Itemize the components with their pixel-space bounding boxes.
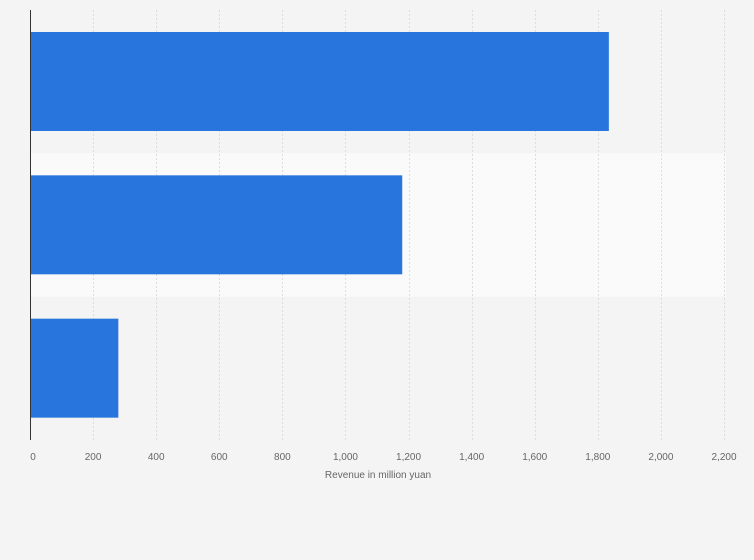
x-tick-label: 1,200 [396, 452, 421, 463]
x-tick-label: 2,200 [711, 452, 736, 463]
x-tick-label: 400 [148, 452, 165, 463]
x-tick-label: 2,000 [648, 452, 673, 463]
bars [30, 32, 609, 418]
x-tick-label: 0 [30, 452, 36, 463]
x-tick-label: 1,000 [333, 452, 358, 463]
x-axis-title: Revenue in million yuan [325, 470, 431, 481]
x-tick-label: 800 [274, 452, 291, 463]
bar [30, 32, 609, 131]
x-tick-label: 200 [85, 452, 102, 463]
bar [30, 175, 403, 275]
x-tick-label: 1,600 [522, 452, 547, 463]
x-tick-label: 1,800 [585, 452, 610, 463]
x-tick-label: 1,400 [459, 452, 484, 463]
bar [30, 318, 119, 418]
x-axis-tick-labels: 0 200 400 600 800 1,000 1,200 1,400 1,600 1,800 2,… [30, 452, 737, 463]
x-tick-label: 600 [211, 452, 228, 463]
